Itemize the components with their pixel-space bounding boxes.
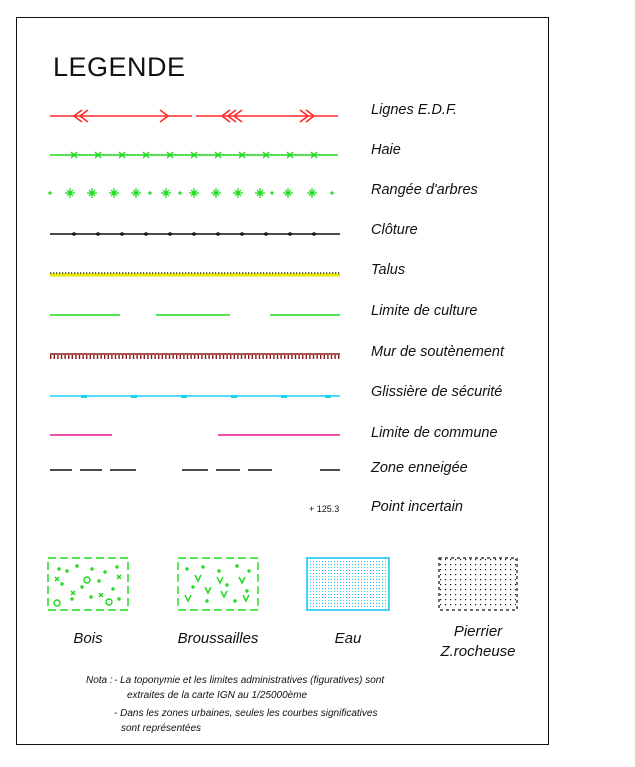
area-label-water: Eau xyxy=(334,630,362,647)
legend-label-embankment: Talus xyxy=(371,262,406,278)
legend-label-guardrail: Glissière de sécurité xyxy=(371,384,503,400)
legend-label-crop-limit: Limite de culture xyxy=(371,303,478,319)
wood-pattern-swatch xyxy=(47,557,129,611)
note-line-2: extraites de la carte IGN au 1/25000ème xyxy=(127,690,308,701)
legend-label-fence: Clôture xyxy=(371,222,418,238)
legend-label-commune-limit: Limite de commune xyxy=(371,425,498,441)
legend-label-snow-zone: Zone enneigée xyxy=(371,460,468,476)
hedge-symbol xyxy=(50,151,338,159)
area-label-scree: Pierrier Z.rocheuse xyxy=(440,623,516,660)
note-line-1: - La toponymie et les limites administra… xyxy=(114,675,385,686)
retaining-wall-symbol xyxy=(50,353,340,359)
uncertain-point-value: + 125.3 xyxy=(309,504,340,514)
area-label-wood: Bois xyxy=(73,630,103,647)
legend-label-tree-row: Rangée d'arbres xyxy=(371,182,478,198)
note-prefix: Nota : xyxy=(86,675,113,686)
note-line-4: sont représentées xyxy=(121,723,202,734)
water-pattern-swatch xyxy=(306,557,390,611)
legend-label-edf: Lignes E.D.F. xyxy=(371,102,457,118)
snow-zone-symbol xyxy=(50,469,340,471)
scrub-pattern-swatch xyxy=(177,557,259,611)
crop-limit-symbol xyxy=(50,314,340,316)
legend-label-uncertain-point: Point incertain xyxy=(371,499,463,515)
area-label-scrub: Broussailles xyxy=(177,630,259,647)
commune-limit-symbol xyxy=(50,434,340,436)
legend-frame xyxy=(16,17,549,745)
legend-title: LEGENDE xyxy=(53,52,186,82)
note-line-3: - Dans les zones urbaines, seules les co… xyxy=(114,708,378,719)
legend-label-hedge: Haie xyxy=(371,142,401,158)
fence-symbol xyxy=(50,232,340,236)
guardrail-symbol xyxy=(50,395,340,398)
legend-label-retaining-wall: Mur de soutènement xyxy=(371,344,504,360)
edf-line-symbol xyxy=(50,109,338,123)
scree-pattern-swatch xyxy=(438,557,518,611)
tree-row-symbol xyxy=(48,188,334,198)
embankment-symbol xyxy=(50,272,340,277)
